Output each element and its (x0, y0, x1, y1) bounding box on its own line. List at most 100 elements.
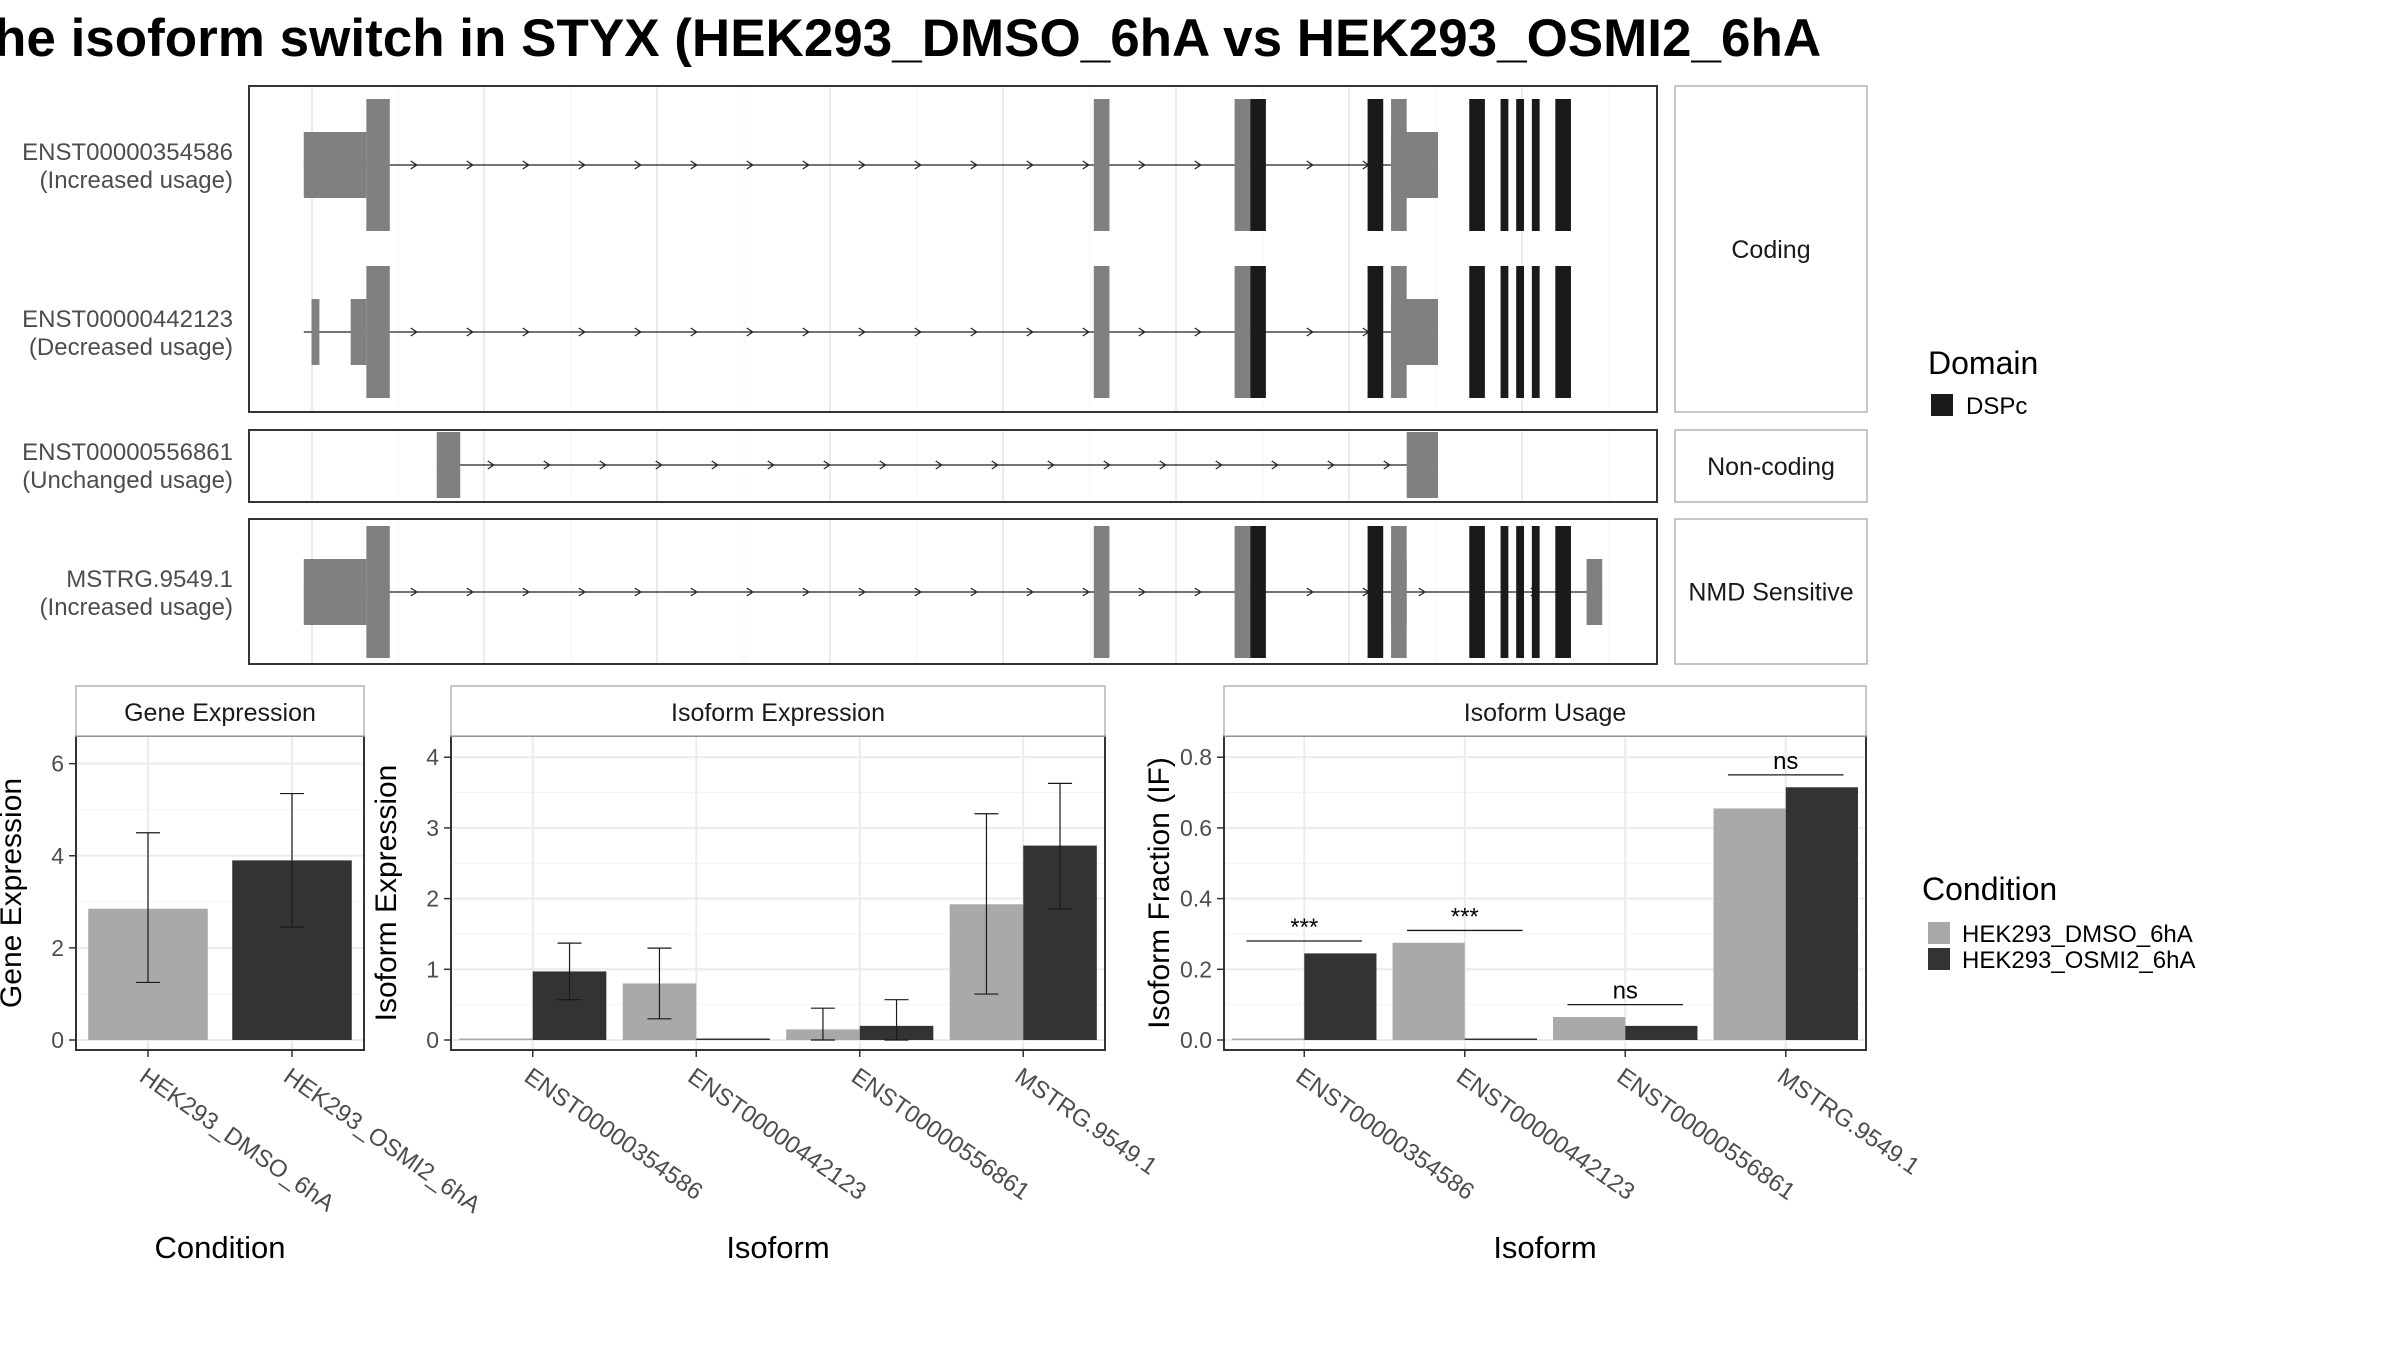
transcript-usage-label: (Unchanged usage) (22, 467, 233, 494)
strand-arrow (935, 460, 943, 470)
strand-arrow (746, 587, 754, 597)
dspc-domain-block (1555, 99, 1571, 231)
dspc-domain-block (1250, 99, 1266, 231)
strand-arrow (879, 460, 887, 470)
significance-label: ns (1613, 978, 1638, 1005)
strand-arrow (858, 327, 866, 337)
strand-arrow (578, 327, 586, 337)
strand-arrow (578, 587, 586, 597)
cds-exon (366, 526, 390, 658)
condition-legend-label: HEK293_DMSO_6hA (1962, 921, 2193, 948)
domain-legend-swatch (1931, 394, 1953, 416)
strand-arrow (802, 327, 810, 337)
transcript-track: MSTRG.9549.1(Increased usage) (40, 526, 1603, 658)
cds-exon (1234, 266, 1251, 398)
bar (1464, 1038, 1537, 1040)
x-axis-title: Isoform (726, 1230, 829, 1265)
significance-label: ns (1773, 748, 1798, 775)
strand-arrow (690, 160, 698, 170)
dspc-domain-block (1500, 526, 1509, 658)
dspc-domain-block (1469, 99, 1485, 231)
y-tick-label: 2 (51, 935, 64, 961)
significance-label: *** (1451, 903, 1479, 930)
strand-arrow (1327, 460, 1335, 470)
bar (1392, 942, 1465, 1040)
strand-arrow (1194, 587, 1202, 597)
strand-arrow (1026, 587, 1034, 597)
dspc-domain-block (1531, 99, 1540, 231)
strand-arrow (1138, 327, 1146, 337)
cds-exon (366, 99, 390, 231)
cds-exon (1391, 526, 1407, 658)
y-tick-label: 6 (51, 751, 64, 777)
transcript-structure-plot: Coding Non-coding NMD Sensitive ENST0000035… (22, 85, 1868, 665)
dspc-domain-block (1516, 99, 1525, 231)
cds-exon (1234, 99, 1251, 231)
utr-exon (311, 299, 320, 365)
strand-arrow (466, 587, 474, 597)
y-tick-label: 0 (51, 1027, 64, 1053)
y-tick-label: 0.2 (1180, 956, 1212, 982)
strand-arrow (914, 160, 922, 170)
condition-legend-swatch (1928, 922, 1950, 944)
facet-strip-label: Non-coding (1707, 453, 1835, 481)
strand-arrow (802, 587, 810, 597)
strand-arrow (1138, 160, 1146, 170)
utr-exon (350, 299, 367, 365)
facet-strip (1674, 518, 1868, 665)
panel-border (248, 518, 1658, 665)
dspc-domain-block (1516, 266, 1525, 398)
strand-arrow (914, 587, 922, 597)
panel-border (248, 429, 1658, 503)
panel-background (249, 86, 1657, 412)
panel-border (248, 85, 1658, 413)
transcript-id-label: ENST00000556861 (22, 439, 233, 466)
transcript-id-label: MSTRG.9549.1 (66, 566, 233, 593)
strand-arrow (578, 160, 586, 170)
dspc-domain-block (1531, 526, 1540, 658)
panel-title-strip (450, 685, 1106, 737)
x-axis-title: Condition (155, 1230, 286, 1265)
utr-exon (303, 559, 367, 625)
strand-arrow (1047, 460, 1055, 470)
cds-exon (1093, 266, 1110, 398)
dspc-domain-block (1250, 266, 1266, 398)
strand-arrow (655, 460, 663, 470)
panel-title-strip (1223, 685, 1867, 737)
dspc-domain-block (1469, 526, 1485, 658)
dspc-domain-block (1367, 266, 1384, 398)
utr-exon (436, 432, 461, 498)
y-axis-title: Isoform Fraction (IF) (1143, 757, 1176, 1029)
strand-arrow (991, 460, 999, 470)
strand-arrow (914, 327, 922, 337)
domain-legend-title: Domain (1928, 345, 2038, 381)
dspc-domain-block (1250, 526, 1266, 658)
y-tick-label: 4 (51, 843, 64, 869)
strand-arrow (1026, 327, 1034, 337)
strand-arrow (767, 460, 775, 470)
strand-arrow (410, 327, 418, 337)
bar (1785, 787, 1858, 1040)
bar (1625, 1025, 1698, 1040)
transcript-track: ENST00000556861(Unchanged usage) (22, 432, 1438, 498)
strand-arrow (466, 160, 474, 170)
figure-title: he isoform switch in STYX (HEK293_DMSO_6… (0, 9, 1821, 68)
dspc-domain-block (1367, 526, 1384, 658)
strand-arrow (1082, 587, 1090, 597)
utr-exon (1406, 432, 1438, 498)
y-tick-label: 0.6 (1180, 815, 1212, 841)
transcript-track: ENST00000354586(Increased usage) (22, 99, 1571, 231)
strand-arrow (1383, 460, 1391, 470)
strand-arrow (487, 460, 495, 470)
strand-arrow (599, 460, 607, 470)
panel-title: Isoform Expression (671, 699, 885, 727)
transcript-usage-label: (Increased usage) (40, 167, 233, 194)
strand-arrow (1026, 160, 1034, 170)
strand-arrow (746, 327, 754, 337)
strand-arrow (410, 160, 418, 170)
strand-arrow (1306, 327, 1314, 337)
strand-arrow (690, 587, 698, 597)
utr-exon (1586, 559, 1603, 625)
strand-arrow (466, 327, 474, 337)
